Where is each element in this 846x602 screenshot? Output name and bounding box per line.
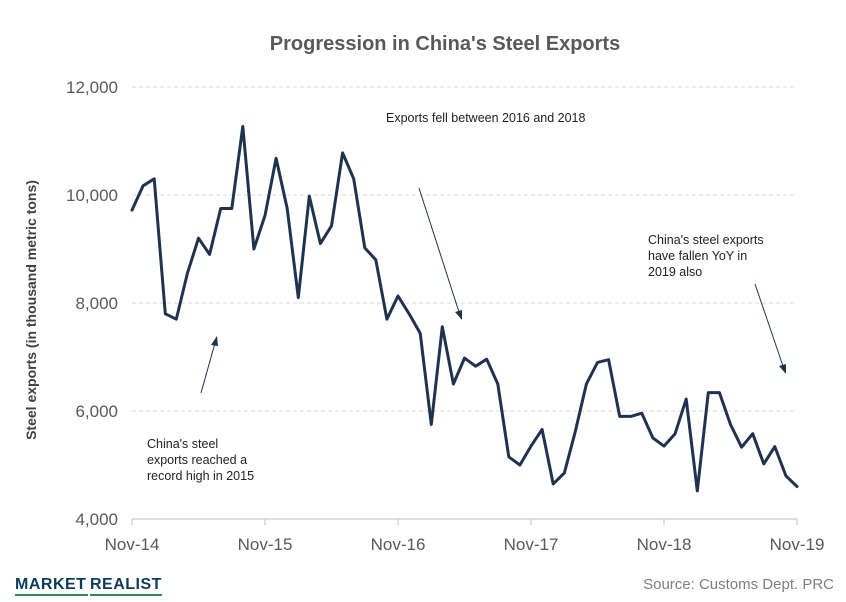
annotation-line: China's steel	[147, 437, 218, 451]
y-tick-label: 8,000	[75, 294, 118, 313]
y-tick-label: 4,000	[75, 510, 118, 529]
annotation-arrow	[754, 283, 784, 367]
annotation-arrow	[200, 342, 216, 394]
annotation-line: Exports fell between 2016 and 2018	[386, 111, 585, 125]
arrowhead	[211, 336, 218, 346]
y-tick-label: 12,000	[66, 78, 118, 97]
annotation-line: China's steel exports	[648, 233, 764, 247]
annotation-line: 2019 also	[648, 265, 702, 279]
x-axis-ticks: Nov-14 Nov-15 Nov-16 Nov-17 Nov-18 Nov-19	[105, 519, 825, 554]
annotation-line: exports reached a	[147, 453, 247, 467]
series-group	[130, 124, 799, 493]
y-tick-label: 6,000	[75, 402, 118, 421]
chart-title: Progression in China's Steel Exports	[270, 33, 620, 55]
brand-logo-realist: REALIST	[90, 576, 162, 596]
y-axis-ticks: 4,000 6,000 8,000 10,000 12,000	[66, 78, 118, 529]
x-tick-label: Nov-14	[105, 535, 160, 554]
source-note: Source: Customs Dept. PRC	[643, 576, 834, 593]
x-tick-label: Nov-19	[770, 535, 825, 554]
brand-logo-market: MARKET	[15, 576, 87, 593]
y-tick-label: 10,000	[66, 186, 118, 205]
annotation-exports-fell: Exports fell between 2016 and 2018	[386, 111, 585, 320]
arrowhead	[779, 364, 786, 374]
x-tick-label: Nov-18	[637, 535, 692, 554]
arrowhead	[455, 310, 462, 320]
annotation-record-high: China's steel exports reached a record h…	[147, 336, 254, 483]
annotation-line: record high in 2015	[147, 469, 254, 483]
annotation-arrow	[418, 187, 460, 313]
logo-underline	[15, 594, 88, 596]
x-tick-label: Nov-15	[238, 535, 293, 554]
y-axis-label: Steel exports (in thousand metric tons)	[23, 180, 39, 440]
annotation-line: have fallen YoY in	[648, 249, 747, 263]
series-line	[130, 124, 799, 493]
x-tick-label: Nov-17	[504, 535, 559, 554]
annotation-fallen-2019: China's steel exports have fallen YoY in…	[648, 233, 786, 374]
x-tick-label: Nov-16	[371, 535, 426, 554]
